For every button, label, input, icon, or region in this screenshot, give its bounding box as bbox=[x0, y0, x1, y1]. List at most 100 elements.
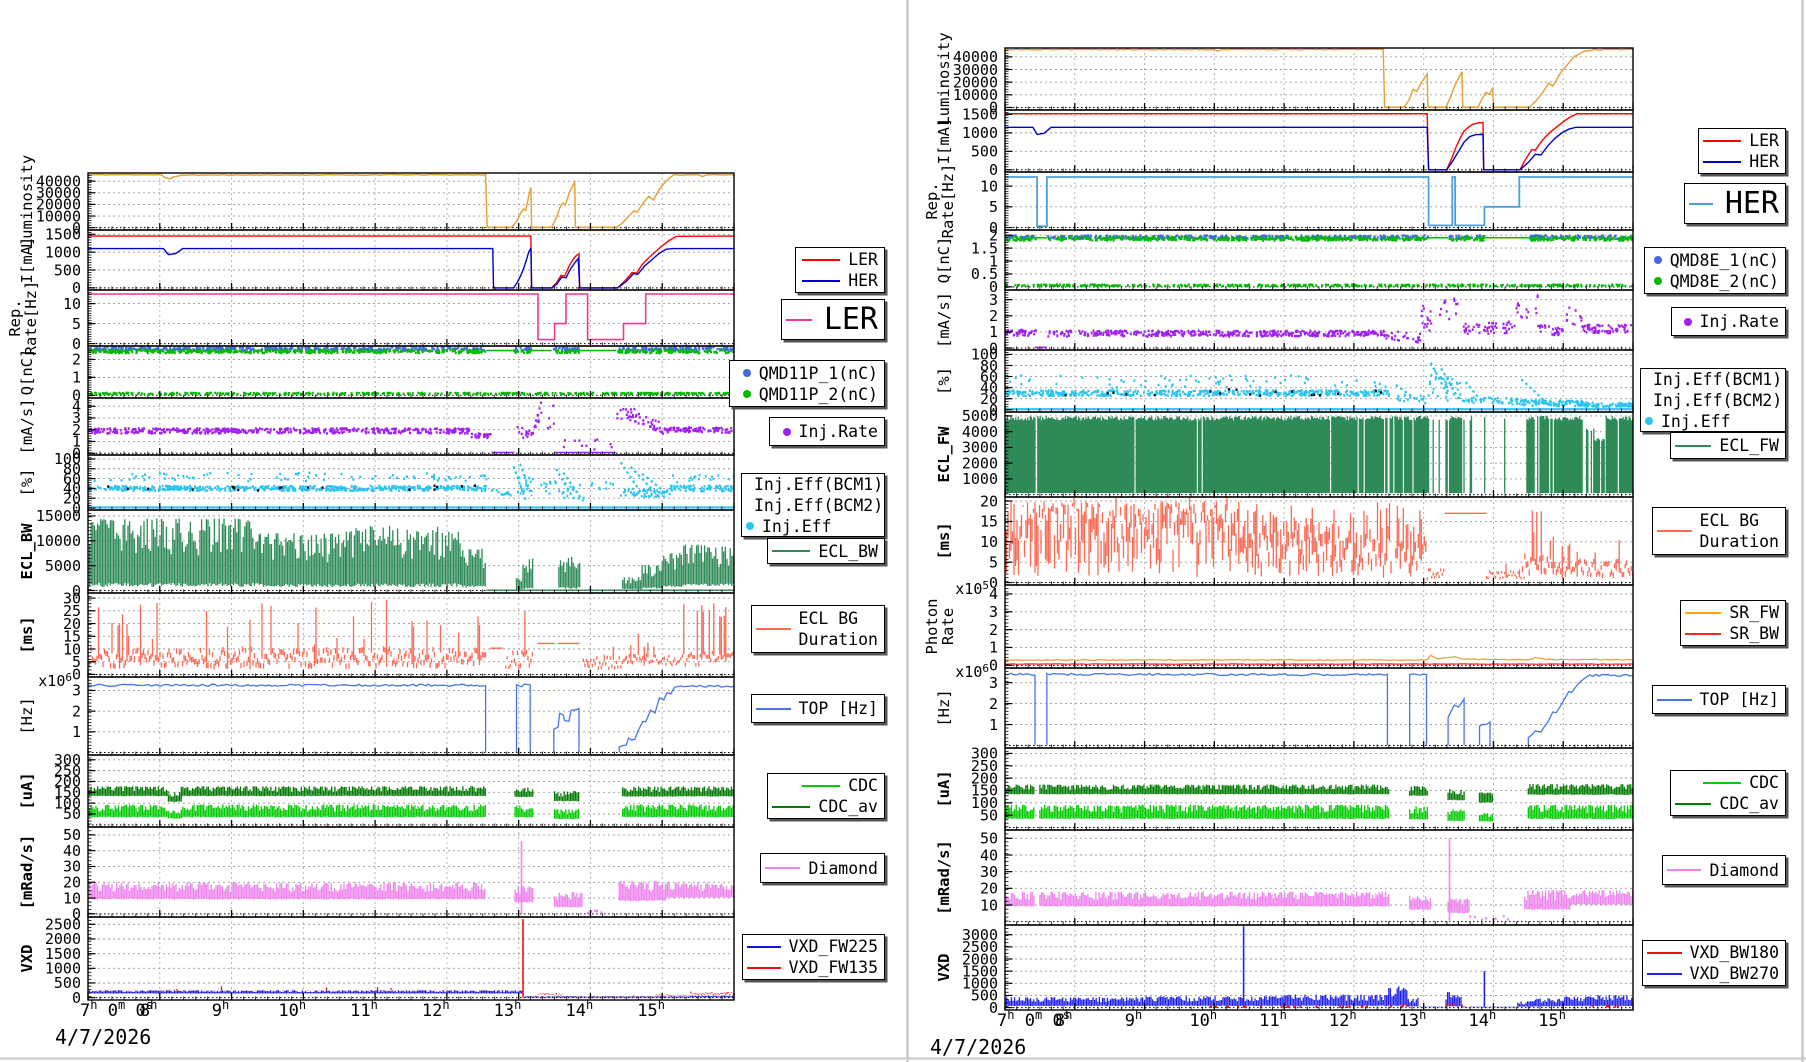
y-tick-label: 20 bbox=[63, 489, 81, 507]
y-tick-label: 20 bbox=[980, 880, 998, 898]
y-tick-label: 100 bbox=[54, 450, 81, 468]
y-tick-label: 10000 bbox=[36, 532, 81, 550]
y-tick-label: 500 bbox=[54, 261, 81, 279]
y-tick-label: 0 bbox=[72, 335, 81, 353]
y-tick-label: 15000 bbox=[36, 507, 81, 525]
y-tick-label: 2000 bbox=[962, 454, 998, 472]
x-tick-label: 14h bbox=[1468, 1008, 1506, 1031]
y-tick-label: 0 bbox=[72, 582, 81, 600]
y-tick-label: 3000 bbox=[962, 926, 998, 944]
y-axis-label: Rep. bbox=[923, 182, 941, 219]
x-tick-label: 12h bbox=[1329, 1008, 1367, 1031]
y-tick-label: 0 bbox=[72, 499, 81, 517]
y-axis-label: [uA] bbox=[935, 770, 953, 807]
y-tick-label: 1000 bbox=[962, 975, 998, 993]
y-tick-label: 500 bbox=[54, 974, 81, 992]
y-tick-label: 100 bbox=[54, 794, 81, 812]
y-tick-label: 15 bbox=[63, 628, 81, 646]
y-axis-label: Rate bbox=[939, 608, 957, 645]
y-tick-label: 1 bbox=[989, 323, 998, 341]
y-tick-label: 2 bbox=[989, 307, 998, 325]
y-axis-label: [ms] bbox=[935, 522, 953, 559]
subplot-left-charge: 210 Q[nC] bbox=[18, 345, 735, 405]
y-tick-label: 3 bbox=[72, 682, 81, 700]
y-axis-label: [Hz] bbox=[935, 689, 953, 726]
y-tick-label: 20 bbox=[63, 874, 81, 892]
y-tick-label: 0 bbox=[989, 657, 998, 675]
y-axis-label: [mA/s] bbox=[18, 399, 36, 455]
y-tick-label: 0 bbox=[72, 219, 81, 237]
x-tick-label: 12h bbox=[422, 998, 460, 1021]
y-tick-label: 1 bbox=[72, 369, 81, 387]
y-tick-label: 30 bbox=[63, 589, 81, 607]
y-tick-label: 0 bbox=[989, 339, 998, 357]
x-tick-label: 9h bbox=[1125, 1008, 1153, 1031]
y-axis-label: Luminosity bbox=[935, 32, 953, 125]
y-tick-label: 5 bbox=[72, 653, 81, 671]
y-tick-label: 50 bbox=[63, 805, 81, 823]
y-axis-label: [mRad/s] bbox=[935, 840, 953, 915]
y-tick-label: 40000 bbox=[36, 172, 81, 190]
y-tick-label: 20000 bbox=[36, 196, 81, 214]
y-tick-label: 10 bbox=[63, 889, 81, 907]
x-tick-label: 14h bbox=[565, 998, 603, 1021]
y-axis-label: Q[nC] bbox=[935, 237, 953, 284]
y-tick-label: 0 bbox=[72, 989, 81, 1007]
y-tick-label: 60 bbox=[63, 470, 81, 488]
subplot-right-charge: 21.510.50 Q[nC] bbox=[935, 226, 1634, 296]
y-tick-label: 40 bbox=[980, 846, 998, 864]
subplot-right-reprate: 10 5 0 Rep.Rate[Hz] bbox=[923, 164, 1634, 238]
y-tick-label: 4 bbox=[989, 585, 998, 603]
x-tick-label: 13h bbox=[494, 998, 532, 1021]
y-tick-label: 40 bbox=[63, 842, 81, 860]
y-tick-label: 1000 bbox=[962, 470, 998, 488]
axis-multiplier: x106 bbox=[38, 671, 72, 690]
y-tick-label: 5 bbox=[72, 315, 81, 333]
y-tick-label: 1.5 bbox=[971, 239, 998, 257]
y-tick-label: 300 bbox=[971, 745, 998, 763]
x-tick-label: 13h bbox=[1399, 1008, 1437, 1031]
y-tick-label: 30000 bbox=[953, 61, 998, 79]
y-tick-label: 250 bbox=[971, 757, 998, 775]
y-tick-label: 1 bbox=[989, 716, 998, 734]
y-tick-label: 0 bbox=[989, 999, 998, 1017]
y-tick-label: 250 bbox=[54, 762, 81, 780]
y-axis-label: Rate[Hz] bbox=[22, 281, 40, 356]
axis-multiplier: x105 bbox=[955, 579, 989, 598]
y-tick-label: 1500 bbox=[962, 962, 998, 980]
y-tick-label: 2 bbox=[72, 421, 81, 439]
y-tick-label: 200 bbox=[971, 769, 998, 787]
x-tick-label: 11h bbox=[350, 998, 388, 1021]
y-tick-label: 1000 bbox=[45, 960, 81, 978]
y-tick-label: 500 bbox=[971, 143, 998, 161]
y-tick-label: 2 bbox=[72, 351, 81, 369]
y-axis-label: ECL_BW bbox=[18, 523, 36, 580]
y-tick-label: 200 bbox=[54, 773, 81, 791]
y-tick-label: 10 bbox=[980, 896, 998, 914]
x-tick-label: 8h bbox=[140, 998, 168, 1021]
y-tick-label: 10 bbox=[980, 533, 998, 551]
subplot-left-eclbw: 15000 10000 5000 0 ECL_BW bbox=[18, 507, 735, 600]
y-tick-label: 0 bbox=[72, 387, 81, 405]
y-tick-label: 2 bbox=[72, 702, 81, 720]
y-tick-label: 5 bbox=[989, 553, 998, 571]
y-tick-label: 1500 bbox=[45, 226, 81, 244]
y-tick-label: 50 bbox=[63, 826, 81, 844]
y-tick-label: 40 bbox=[63, 480, 81, 498]
x-tick-label: 8h bbox=[1055, 1008, 1083, 1031]
y-tick-label: 10000 bbox=[953, 86, 998, 104]
subplot-left-reprate: 10 5 0 Rep.Rate[Hz] bbox=[6, 281, 735, 356]
y-tick-label: 0 bbox=[72, 905, 81, 923]
y-tick-label: 0 bbox=[72, 444, 81, 462]
y-tick-label: 5 bbox=[989, 198, 998, 216]
y-axis-label: Q[nC] bbox=[18, 349, 36, 396]
x-tick-label: 11h bbox=[1259, 1008, 1297, 1031]
y-axis-label: [%] bbox=[18, 469, 36, 497]
